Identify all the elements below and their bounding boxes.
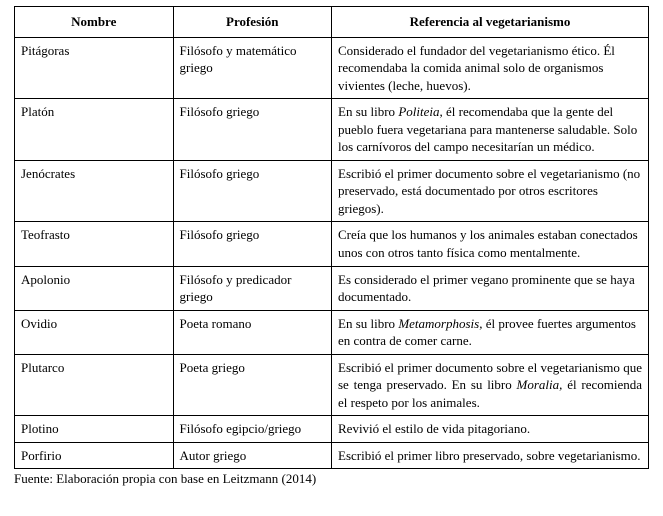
source-note: Fuente: Elaboración propia con base en L…	[14, 471, 649, 487]
col-header-profession: Profesión	[173, 7, 332, 38]
cell-profession: Filósofo griego	[173, 222, 332, 266]
reference-text: Es considerado el primer vegano prominen…	[338, 272, 635, 305]
table-row: OvidioPoeta romanoEn su libro Metamorpho…	[15, 310, 649, 354]
cell-reference: En su libro Metamorphosis, él provee fue…	[332, 310, 649, 354]
reference-text: Escribió el primer documento sobre el ve…	[338, 166, 640, 216]
col-header-reference: Referencia al vegetarianismo	[332, 7, 649, 38]
cell-profession: Filósofo egipcio/griego	[173, 416, 332, 443]
reference-text: Escribió el primer libro preservado, sob…	[338, 448, 641, 463]
reference-text: En su libro	[338, 316, 398, 331]
cell-profession: Poeta griego	[173, 354, 332, 416]
reference-text: Revivió el estilo de vida pitagoriano.	[338, 421, 530, 436]
table-row: PorfirioAutor griego Escribió el primer l…	[15, 442, 649, 469]
reference-italic-text: Moralia,	[517, 377, 563, 392]
cell-profession: Autor griego	[173, 442, 332, 469]
cell-name: Platón	[15, 99, 174, 161]
table-row: PitágorasFilósofo y matemático griegoCon…	[15, 37, 649, 99]
cell-reference: Escribió el primer documento sobre el ve…	[332, 160, 649, 222]
table-row: PlatónFilósofo griegoEn su libro Politei…	[15, 99, 649, 161]
cell-reference: Escribió el primer libro preservado, sob…	[332, 442, 649, 469]
reference-italic-text: Politeia,	[398, 104, 442, 119]
col-header-name: Nombre	[15, 7, 174, 38]
cell-name: Porfirio	[15, 442, 174, 469]
cell-profession: Filósofo y predicador griego	[173, 266, 332, 310]
table-row: ApolonioFilósofo y predicador griegoEs c…	[15, 266, 649, 310]
table-row: TeofrastoFilósofo griegoCreía que los hu…	[15, 222, 649, 266]
table-row: PlutarcoPoeta griegoEscribió el primer d…	[15, 354, 649, 416]
cell-profession: Filósofo griego	[173, 160, 332, 222]
reference-text: Creía que los humanos y los animales est…	[338, 227, 638, 260]
cell-name: Plotino	[15, 416, 174, 443]
cell-reference: Creía que los humanos y los animales est…	[332, 222, 649, 266]
cell-profession: Filósofo griego	[173, 99, 332, 161]
cell-name: Apolonio	[15, 266, 174, 310]
cell-reference: En su libro Politeia, él recomendaba que…	[332, 99, 649, 161]
table-header-row: Nombre Profesión Referencia al vegetaria…	[15, 7, 649, 38]
reference-italic-text: Metamorphosis,	[398, 316, 482, 331]
cell-name: Teofrasto	[15, 222, 174, 266]
cell-name: Jenócrates	[15, 160, 174, 222]
table-row: PlotinoFilósofo egipcio/griego Revivió el…	[15, 416, 649, 443]
cell-name: Plutarco	[15, 354, 174, 416]
table-row: JenócratesFilósofo griegoEscribió el pri…	[15, 160, 649, 222]
reference-text: En su libro	[338, 104, 398, 119]
cell-name: Ovidio	[15, 310, 174, 354]
vegetarianism-table: Nombre Profesión Referencia al vegetaria…	[14, 6, 649, 469]
reference-text: Considerado el fundador del vegetarianis…	[338, 43, 615, 93]
cell-name: Pitágoras	[15, 37, 174, 99]
cell-reference: Considerado el fundador del vegetarianis…	[332, 37, 649, 99]
cell-reference: Es considerado el primer vegano prominen…	[332, 266, 649, 310]
cell-reference: Escribió el primer documento sobre el ve…	[332, 354, 649, 416]
cell-reference: Revivió el estilo de vida pitagoriano.	[332, 416, 649, 443]
cell-profession: Filósofo y matemático griego	[173, 37, 332, 99]
cell-profession: Poeta romano	[173, 310, 332, 354]
